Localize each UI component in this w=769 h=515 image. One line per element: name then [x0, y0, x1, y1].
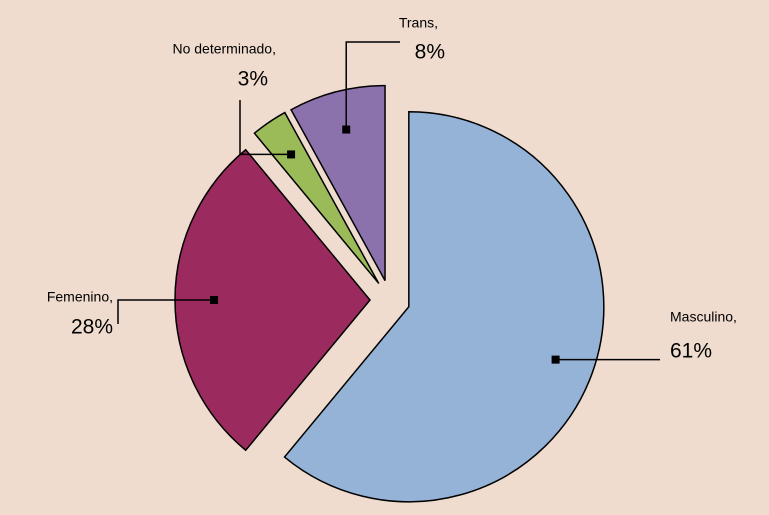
pie-slice — [253, 111, 380, 284]
slice-label-value: 61% — [670, 340, 712, 363]
slice-label-value: 3% — [238, 68, 268, 91]
leader-line — [345, 41, 400, 130]
slice-label-name: Masculino, — [670, 309, 737, 325]
leader-line — [117, 299, 214, 324]
label-marker — [210, 296, 218, 304]
pie-slice — [283, 111, 605, 503]
label-marker — [287, 150, 296, 159]
slice-label-value: 8% — [415, 41, 445, 64]
label-marker — [551, 355, 560, 364]
slice-label-value: 28% — [71, 316, 113, 339]
pie-slice — [290, 84, 386, 281]
label-marker — [342, 125, 351, 134]
slice-label-name: Trans, — [399, 15, 438, 31]
slice-label-name: Femenino, — [47, 289, 113, 305]
leader-line — [239, 100, 292, 156]
slice-label-name: No determinado, — [172, 41, 276, 57]
